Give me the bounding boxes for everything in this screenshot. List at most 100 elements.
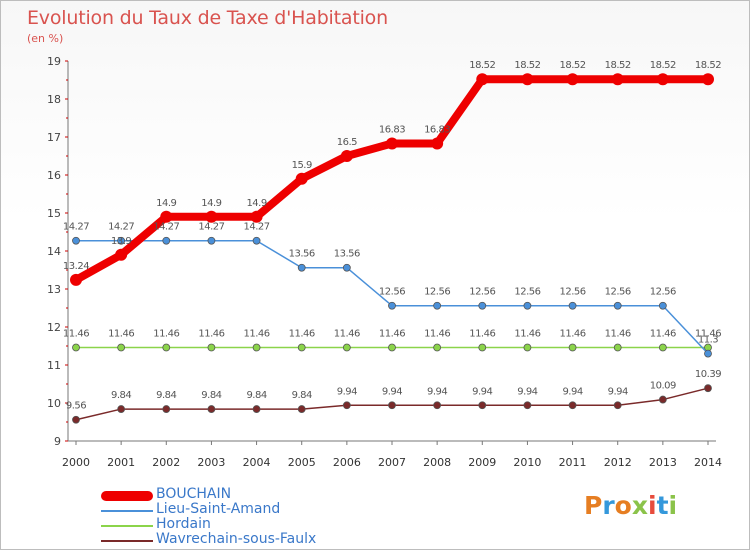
data-point bbox=[295, 172, 308, 185]
data-point bbox=[521, 73, 534, 86]
data-label: 11.46 bbox=[63, 329, 89, 340]
y-tick-label: 14 bbox=[47, 245, 61, 258]
data-label: 11.46 bbox=[424, 329, 450, 340]
data-label: 18.52 bbox=[605, 60, 631, 71]
legend-swatch bbox=[101, 525, 153, 527]
data-point bbox=[611, 73, 624, 86]
data-point bbox=[566, 73, 579, 86]
data-point bbox=[658, 301, 667, 310]
data-point bbox=[658, 343, 667, 352]
legend-swatch bbox=[101, 540, 153, 542]
data-label: 13.56 bbox=[334, 249, 360, 260]
data-point bbox=[388, 301, 396, 310]
data-label: 11.46 bbox=[695, 329, 721, 340]
x-tick-label: 2011 bbox=[559, 456, 587, 469]
legend-swatch bbox=[101, 491, 153, 501]
data-point bbox=[160, 210, 173, 223]
data-point bbox=[656, 73, 669, 86]
data-label: 9.84 bbox=[156, 390, 176, 401]
data-label: 14.9 bbox=[201, 198, 221, 209]
logo-letter: i bbox=[668, 491, 678, 520]
data-point bbox=[613, 343, 622, 352]
data-label: 18.52 bbox=[650, 60, 676, 71]
data-point bbox=[162, 405, 171, 413]
data-label: 9.94 bbox=[427, 386, 447, 397]
data-point bbox=[704, 384, 712, 393]
data-point bbox=[340, 150, 353, 162]
series-layer bbox=[70, 73, 714, 424]
data-point bbox=[433, 301, 442, 310]
x-tick-label: 2005 bbox=[288, 456, 316, 469]
data-point bbox=[568, 301, 577, 310]
proxiti-logo: Proxiti bbox=[584, 491, 677, 520]
series-line-0 bbox=[72, 75, 712, 284]
legend-label: Hordain bbox=[156, 516, 211, 532]
data-point bbox=[523, 301, 532, 310]
data-label: 16.5 bbox=[337, 137, 357, 148]
data-label: 16.83 bbox=[424, 124, 450, 135]
y-tick-label: 18 bbox=[47, 93, 61, 106]
y-tick-label: 16 bbox=[47, 169, 61, 182]
data-label: 9.84 bbox=[201, 390, 221, 401]
data-label: 9.94 bbox=[472, 386, 492, 397]
legend-label: BOUCHAIN bbox=[156, 486, 232, 502]
x-tick-label: 2009 bbox=[468, 456, 496, 469]
data-point bbox=[704, 349, 712, 358]
data-label: 9.84 bbox=[292, 390, 312, 401]
data-point bbox=[162, 236, 171, 245]
data-point bbox=[115, 248, 128, 261]
data-label: 14.9 bbox=[156, 198, 176, 209]
y-tick-label: 19 bbox=[47, 55, 61, 68]
data-label: 9.94 bbox=[517, 386, 537, 397]
x-tick-label: 2004 bbox=[243, 456, 271, 469]
data-label: 9.84 bbox=[111, 390, 131, 401]
data-point bbox=[72, 415, 80, 424]
data-point bbox=[342, 263, 351, 272]
data-label: 12.56 bbox=[469, 287, 495, 298]
data-label: 11.46 bbox=[560, 329, 586, 340]
data-point bbox=[568, 401, 577, 410]
data-point bbox=[433, 343, 442, 352]
data-point bbox=[568, 343, 577, 352]
legend-label: Lieu-Saint-Amand bbox=[156, 501, 281, 517]
data-point bbox=[207, 405, 216, 413]
data-point bbox=[252, 405, 261, 413]
x-tick-label: 2002 bbox=[152, 456, 180, 469]
data-labels-layer: 13.24 13.9 14.9 14.9 14.9 15.9 16.5 16.83 16.83 1… bbox=[63, 60, 722, 411]
data-point bbox=[297, 405, 306, 413]
data-label: 16.83 bbox=[379, 124, 405, 135]
y-tick-label: 17 bbox=[47, 131, 61, 144]
data-label: 9.84 bbox=[246, 390, 266, 401]
x-tick-label: 2001 bbox=[107, 456, 135, 469]
data-label: 11.46 bbox=[244, 329, 270, 340]
data-point bbox=[478, 343, 487, 352]
data-label: 9.94 bbox=[608, 386, 628, 397]
data-point bbox=[342, 401, 351, 410]
data-label: 13.56 bbox=[289, 249, 315, 260]
unit-label: (en %) bbox=[27, 32, 64, 45]
chart-title: Evolution du Taux de Taxe d'Habitation bbox=[27, 7, 388, 29]
logo-letter: o bbox=[614, 491, 632, 520]
data-point bbox=[478, 301, 487, 310]
data-label: 13.9 bbox=[111, 236, 131, 247]
y-tick-label: 15 bbox=[47, 207, 61, 220]
data-point bbox=[117, 236, 126, 245]
data-point bbox=[117, 343, 126, 352]
data-point bbox=[523, 401, 532, 410]
data-label: 14.27 bbox=[108, 222, 134, 233]
data-label: 11.46 bbox=[334, 329, 360, 340]
data-point bbox=[252, 236, 261, 245]
data-point bbox=[205, 210, 218, 223]
y-tick-label: 13 bbox=[47, 283, 61, 296]
data-label: 14.27 bbox=[63, 222, 89, 233]
data-label: 11.46 bbox=[605, 329, 631, 340]
data-point bbox=[433, 401, 442, 410]
data-point bbox=[250, 210, 263, 223]
legend-swatch bbox=[101, 510, 153, 512]
x-tick-label: 2000 bbox=[62, 456, 90, 469]
logo-letter: P bbox=[584, 491, 603, 520]
data-label: 10.39 bbox=[695, 369, 721, 380]
data-point bbox=[252, 343, 261, 352]
data-label: 11.46 bbox=[198, 329, 224, 340]
